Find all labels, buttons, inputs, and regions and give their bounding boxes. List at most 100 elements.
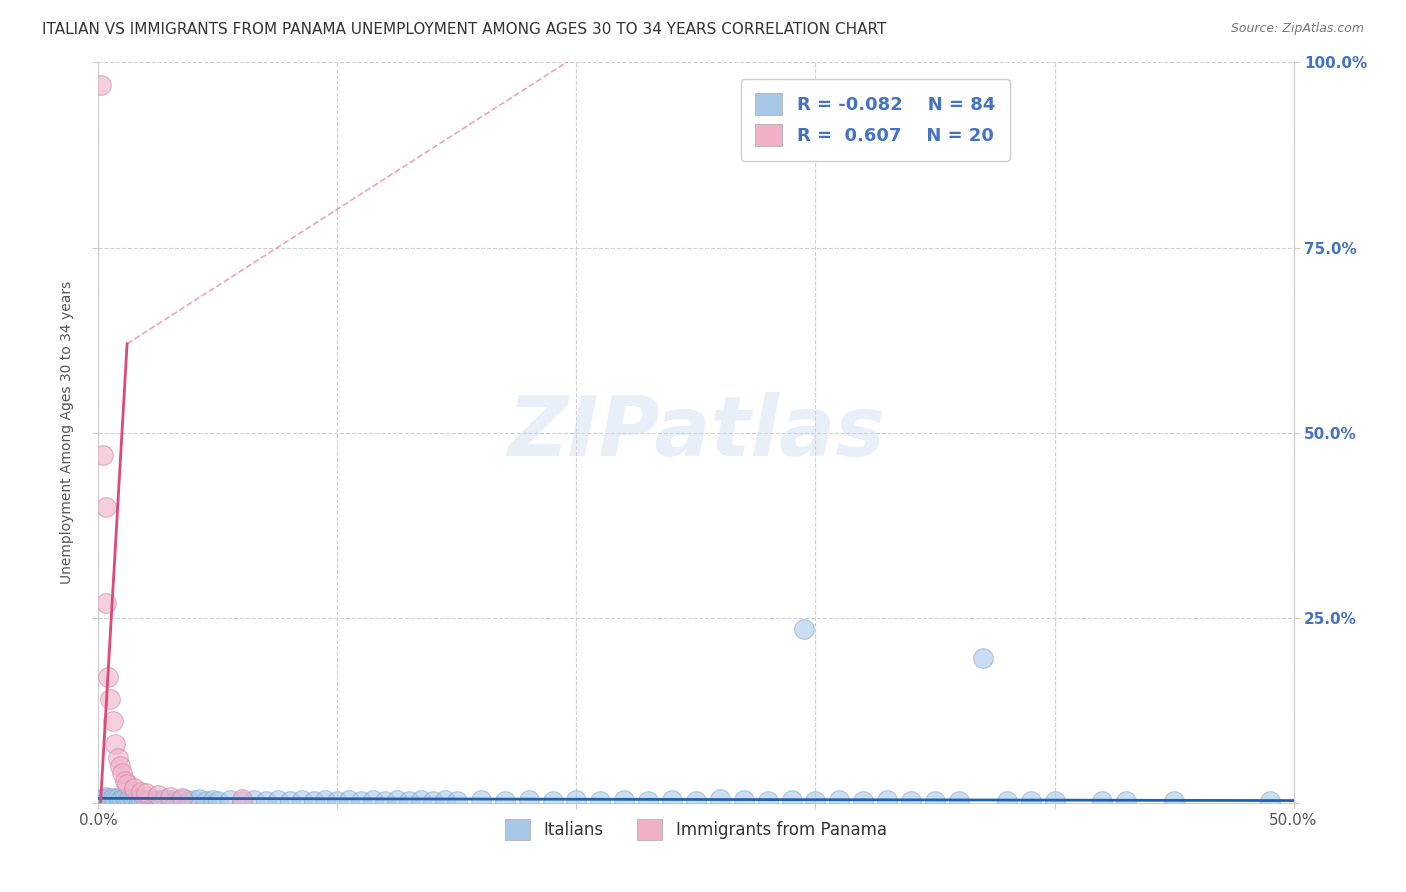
Point [155, 792, 177, 806]
Point [94, 789, 117, 804]
Point [1043, 794, 1066, 808]
Point [339, 793, 361, 807]
Point [267, 793, 290, 807]
Point [780, 793, 803, 807]
Point [94, 596, 117, 610]
Point [1019, 794, 1042, 808]
Point [948, 794, 970, 808]
Point [1258, 794, 1281, 808]
Point [145, 793, 167, 807]
Point [411, 793, 433, 807]
Point [131, 792, 153, 806]
Point [148, 789, 170, 803]
Point [124, 793, 146, 807]
Text: ITALIAN VS IMMIGRANTS FROM PANAMA UNEMPLOYMENT AMONG AGES 30 TO 34 YEARS CORRELA: ITALIAN VS IMMIGRANTS FROM PANAMA UNEMPL… [42, 22, 887, 37]
Point [733, 793, 755, 807]
Point [98, 793, 122, 807]
Point [434, 793, 457, 807]
Point [148, 794, 170, 808]
Point [104, 792, 127, 806]
Point [114, 773, 136, 788]
Point [202, 793, 225, 807]
Point [115, 793, 138, 807]
Point [1091, 794, 1114, 808]
Point [132, 794, 155, 808]
Point [876, 793, 898, 807]
Point [804, 794, 827, 808]
Point [149, 793, 172, 807]
Y-axis label: Unemployment Among Ages 30 to 34 years: Unemployment Among Ages 30 to 34 years [60, 281, 75, 584]
Point [124, 780, 146, 795]
Point [108, 758, 131, 772]
Point [173, 792, 195, 806]
Point [169, 793, 191, 807]
Point [91, 448, 114, 462]
Point [207, 794, 229, 808]
Point [107, 751, 129, 765]
Legend: Italians, Immigrants from Panama: Italians, Immigrants from Panama [499, 813, 893, 847]
Point [995, 794, 1018, 808]
Point [828, 793, 851, 807]
Point [254, 794, 277, 808]
Point [852, 794, 875, 808]
Point [172, 790, 194, 805]
Point [243, 793, 266, 807]
Point [131, 785, 153, 799]
Point [101, 790, 124, 805]
Point [135, 786, 157, 800]
Point [125, 792, 148, 806]
Point [115, 777, 138, 791]
Point [98, 692, 122, 706]
Point [159, 789, 181, 804]
Point [278, 794, 301, 808]
Point [187, 792, 209, 806]
Point [326, 794, 349, 808]
Point [219, 793, 242, 807]
Point [139, 792, 162, 806]
Point [446, 794, 468, 808]
Point [637, 794, 659, 808]
Point [107, 791, 129, 805]
Point [924, 794, 946, 808]
Point [589, 794, 612, 808]
Point [470, 793, 492, 807]
Point [231, 794, 253, 808]
Point [613, 793, 636, 807]
Point [315, 793, 337, 807]
Point [793, 622, 815, 636]
Point [91, 792, 114, 806]
Point [128, 793, 150, 807]
Point [97, 670, 120, 684]
Point [685, 794, 707, 808]
Point [179, 794, 201, 808]
Point [1163, 794, 1185, 808]
Point [422, 794, 444, 808]
Point [900, 794, 922, 808]
Point [101, 714, 124, 729]
Point [363, 793, 385, 807]
Point [135, 793, 157, 807]
Point [159, 793, 181, 807]
Point [183, 793, 205, 807]
Text: ZIPatlas: ZIPatlas [508, 392, 884, 473]
Point [517, 793, 540, 807]
Point [972, 651, 994, 665]
Point [494, 794, 516, 808]
Point [104, 737, 127, 751]
Point [195, 794, 218, 808]
Point [163, 794, 186, 808]
Text: Source: ZipAtlas.com: Source: ZipAtlas.com [1230, 22, 1364, 36]
Point [108, 793, 131, 807]
Point [350, 794, 373, 808]
Point [97, 791, 120, 805]
Point [756, 794, 779, 808]
Point [94, 500, 117, 514]
Point [90, 792, 112, 806]
Point [90, 78, 112, 92]
Point [111, 792, 134, 806]
Point [121, 791, 143, 805]
Point [565, 793, 588, 807]
Point [118, 792, 141, 806]
Point [111, 766, 134, 780]
Point [1115, 794, 1137, 808]
